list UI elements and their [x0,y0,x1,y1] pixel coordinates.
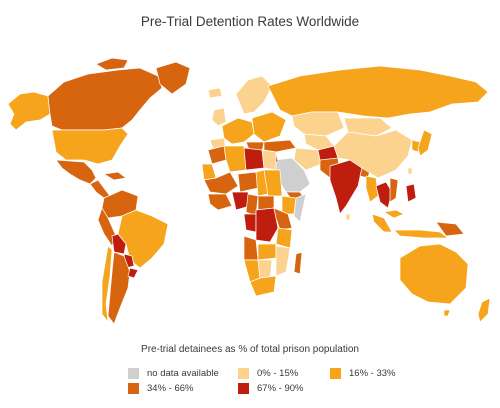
region-kazakhstan [291,111,345,137]
region-india [329,159,363,215]
region-greenland [155,61,191,95]
region-botswana [257,259,273,279]
region-australia [399,243,469,305]
region-new-guinea [435,221,465,237]
region-south-africa [249,275,277,297]
region-algeria [223,145,247,173]
region-canada [47,67,163,131]
legend-label-16-33: 16% - 33% [349,368,396,379]
region-angola [243,235,259,261]
legend-item-34-66: 34% - 66% [128,383,193,394]
region-alaska [7,91,51,131]
region-morocco [207,145,227,165]
region-somalia [293,193,307,223]
region-scandinavia [235,75,273,115]
legend-item-67-90: 67% - 90% [238,383,303,394]
region-turkey [263,139,297,153]
region-gabon-congo [243,213,257,233]
region-tasmania [443,309,451,317]
region-iran [293,147,323,171]
region-uk [211,107,227,127]
region-chile [101,245,113,323]
region-caribbean [103,171,127,181]
legend-swatch-16-33 [330,368,341,379]
region-peru [97,207,117,247]
legend-item-no-data: no data available [128,368,219,379]
region-mozambique [275,245,291,277]
region-mexico [55,159,97,185]
region-tanzania [275,227,293,249]
region-eastern-europe [251,111,287,143]
region-myanmar [365,175,379,203]
region-egypt [261,149,277,171]
region-indonesia-east [393,229,449,239]
region-mauritania-mali [203,171,239,195]
region-thailand [375,181,393,209]
region-sri-lanka [345,213,351,221]
legend-label-no-data: no data available [147,368,219,379]
legend-title: Pre-trial detainees as % of total prison… [141,344,359,355]
world-map [0,46,500,346]
region-west-sahara [201,163,217,181]
region-canada-islands [95,57,129,71]
region-new-zealand [477,297,491,323]
legend-label-0-15: 0% - 15% [257,368,299,379]
legend-swatch-no-data [128,368,139,379]
legend-item-0-15: 0% - 15% [238,368,298,379]
region-west-africa [207,193,233,211]
legend-label-34-66: 34% - 66% [147,383,194,394]
region-madagascar [293,251,303,275]
legend-item-16-33: 16% - 33% [330,368,395,379]
region-russia [267,65,489,119]
region-vietnam [389,177,399,203]
region-libya [243,147,265,171]
legend-swatch-34-66 [128,383,139,394]
region-usa [51,127,129,165]
region-argentina [107,251,131,325]
region-china [333,129,413,179]
region-ethiopia [281,195,297,215]
legend-label-67-90: 67% - 90% [257,383,304,394]
region-car [257,195,275,211]
region-philippines [405,183,417,203]
map-title: Pre-Trial Detention Rates Worldwide [140,14,360,29]
region-bolivia [111,233,127,255]
region-japan [417,129,433,157]
region-central-america [89,179,111,199]
legend-swatch-0-15 [238,368,249,379]
region-mongolia [343,117,393,137]
region-malaysia [383,209,405,219]
region-drc [255,207,279,243]
region-uruguay [127,267,139,279]
region-zambia [257,243,277,261]
region-indonesia-sumatra [371,213,393,233]
region-iceland [207,87,223,99]
region-western-europe [221,117,255,145]
legend-swatch-67-90 [238,383,249,394]
region-taiwan [407,167,413,175]
region-niger [237,171,259,193]
